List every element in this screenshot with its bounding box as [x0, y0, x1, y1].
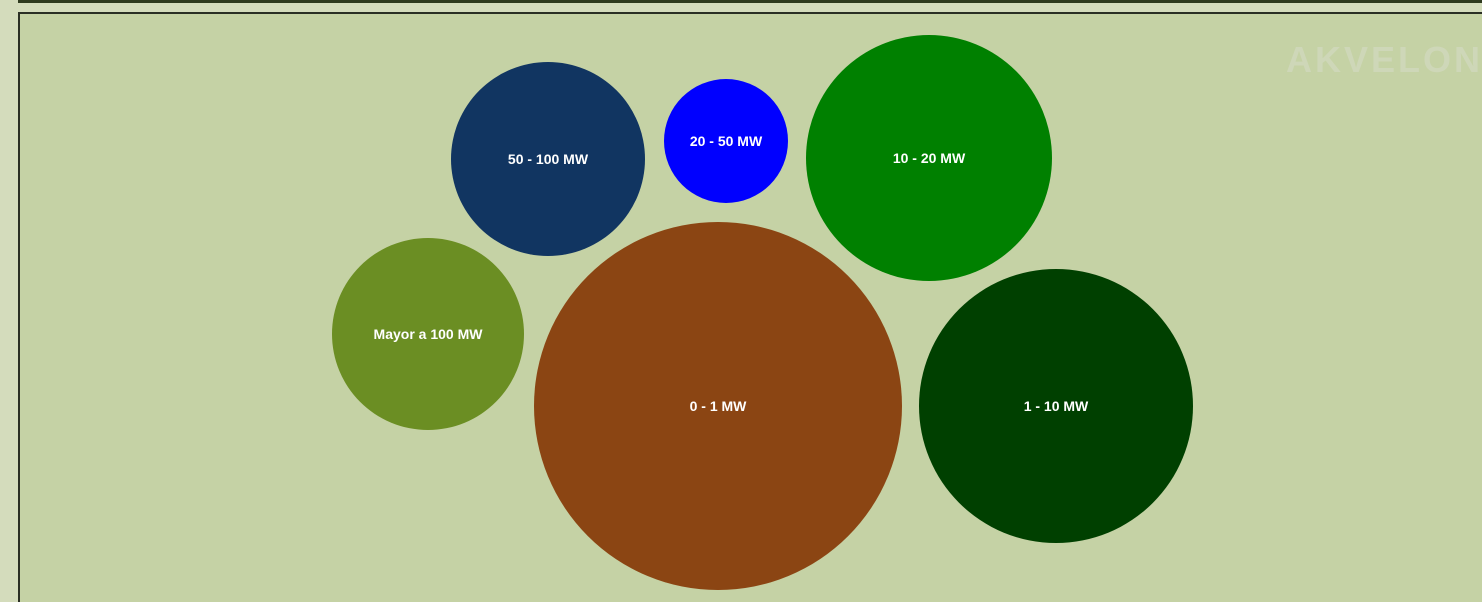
bubble-1-10mw[interactable] [919, 269, 1193, 543]
bubbles-group: Mayor a 100 MW 50 - 100 MW 20 - 50 MW 10 - … [332, 35, 1193, 590]
top-border-bar [18, 0, 1482, 3]
bubble-50-100mw-label: 50 - 100 MW [508, 151, 589, 167]
bubble-50-100mw[interactable] [451, 62, 645, 256]
bubble-10-20mw[interactable] [806, 35, 1052, 281]
bubble-0-1mw-label: 0 - 1 MW [690, 398, 748, 414]
chart-panel: AKVELON Mayor a 100 MW 50 - 100 MW 20 - 50… [18, 12, 1482, 602]
bubble-0-1mw[interactable] [534, 222, 902, 590]
bubble-20-50mw[interactable] [664, 79, 788, 203]
bubble-10-20mw-label: 10 - 20 MW [893, 150, 966, 166]
bubble-mayor-100mw[interactable] [332, 238, 524, 430]
bubble-20-50mw-label: 20 - 50 MW [690, 133, 763, 149]
watermark-logo: AKVELON [1286, 39, 1482, 80]
bubble-chart: AKVELON Mayor a 100 MW 50 - 100 MW 20 - 50… [332, 35, 1482, 590]
bubble-1-10mw-label: 1 - 10 MW [1024, 398, 1089, 414]
bubble-mayor-100mw-label: Mayor a 100 MW [374, 326, 484, 342]
